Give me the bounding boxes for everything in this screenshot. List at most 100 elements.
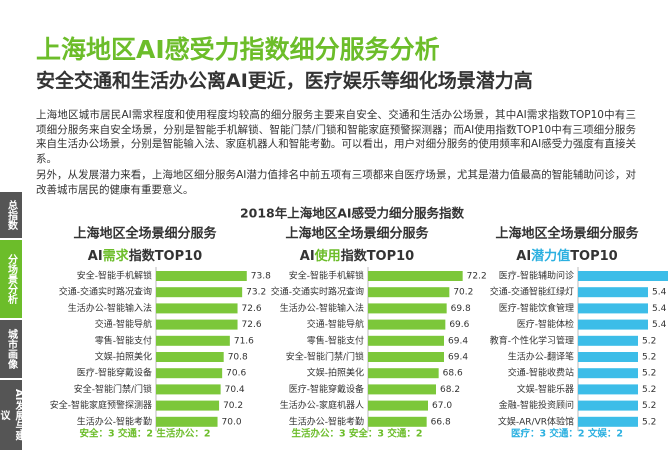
bar [578, 319, 648, 330]
value-label: 72.2 [467, 272, 487, 282]
chart-footer: 生活办公：3 安全：3 交通：2 [292, 428, 423, 440]
category-label: 交通-智能收费站 [508, 367, 574, 379]
value-label: 72.6 [242, 304, 262, 314]
chart-subtitle: AI需求指数TOP10 [88, 248, 202, 264]
category-label: 交通-智能导航 [307, 318, 364, 330]
side-tab[interactable]: AI发展与建议 [0, 380, 24, 450]
bar [578, 352, 638, 362]
bar [156, 303, 238, 314]
bar [368, 352, 444, 362]
value-label: 70.8 [228, 353, 248, 363]
subtitle-part: AI [88, 249, 103, 264]
chart-subtitle: AI使用指数TOP10 [300, 248, 414, 264]
value-label: 69.4 [448, 336, 468, 346]
bar [368, 368, 439, 379]
category-label: 医疗-智能穿戴设备 [289, 383, 364, 395]
subtitle-part: 指数TOP10 [341, 248, 415, 264]
category-label: 交通-交通实时路况查询 [59, 286, 152, 298]
side-tab[interactable]: 总指数 [0, 192, 22, 238]
bar [368, 271, 463, 281]
subtitle-part: 潜力值 [531, 248, 570, 264]
value-label: 70.6 [226, 369, 246, 379]
subtitle-part: 需求 [103, 248, 130, 264]
value-label: 70.4 [225, 385, 245, 395]
page-subtitle: 安全交通和生活办公离AI更近，医疗娱乐等细化场景潜力高 [36, 70, 533, 92]
value-label: 69.4 [448, 353, 468, 363]
bar [578, 335, 638, 346]
side-tab[interactable]: 城市画像 [0, 320, 22, 378]
category-label: 文娱-AR/VR体验馆 [498, 415, 574, 427]
category-label: 安全-智能手机解锁 [289, 270, 364, 282]
chart-title: 上海地区全场景细分服务 [495, 226, 639, 242]
subtitle-part: 指数TOP10 [129, 248, 203, 264]
value-label: 5.2 [642, 369, 656, 379]
bar [578, 416, 638, 427]
chart-footer: 医疗：3 交通：2 文娱：2 [511, 428, 623, 440]
subtitle-part: AI [300, 249, 315, 264]
bar [578, 400, 638, 411]
chart-footer: 安全：3 交通：2 生活办公：2 [80, 428, 211, 440]
bar [368, 287, 450, 298]
category-label: 生活办公-翻译笔 [508, 351, 574, 363]
bar [156, 368, 223, 379]
category-label: 交通-交通智能红绿灯 [490, 286, 574, 298]
bar [156, 352, 224, 362]
value-label: 68.2 [440, 385, 460, 395]
bar [578, 368, 638, 379]
bar [156, 271, 247, 281]
bar [368, 400, 428, 411]
bar [156, 335, 230, 346]
category-label: 零售-智能支付 [95, 334, 152, 346]
bar [156, 287, 243, 298]
bar [156, 400, 220, 411]
bar [368, 384, 436, 395]
value-label: 69.6 [449, 320, 469, 330]
chart-title: 上海地区全场景细分服务 [73, 226, 217, 242]
bar [368, 303, 447, 314]
value-label: 68.6 [443, 369, 463, 379]
side-tab[interactable]: 分场景分析 [0, 240, 22, 318]
value-label: 70.2 [453, 288, 473, 298]
bar [368, 416, 427, 427]
category-label: 交通-交通实时路况查询 [271, 286, 364, 298]
bar [578, 384, 638, 395]
bar [578, 287, 648, 298]
value-label: 5.2 [642, 385, 656, 395]
value-label: 5.4 [652, 320, 667, 330]
category-label: 生活办公-智能输入法 [280, 302, 364, 314]
category-label: 交通-智能导航 [95, 318, 152, 330]
category-label: 生活办公-智能考勤 [289, 415, 364, 427]
page-title: 上海地区AI感受力指数细分服务分析 [36, 35, 440, 64]
category-label: 安全-智能手机解锁 [77, 270, 152, 282]
category-label: 生活办公-智能输入法 [68, 302, 152, 314]
category-label: 医疗-智能辅助问诊 [499, 270, 574, 282]
bar [156, 384, 221, 395]
category-label: 生活办公-家庭机器人 [280, 399, 364, 411]
side-tabs: 总指数 分场景分析 城市画像 AI发展与建议 [0, 192, 24, 452]
category-label: 零售-智能支付 [307, 334, 364, 346]
value-label: 67.0 [432, 401, 452, 411]
category-label: 文娱-拍照美化 [95, 351, 152, 363]
category-label: 医疗-智能体检 [517, 318, 574, 330]
category-label: 教育-个性化学习管理 [490, 334, 574, 346]
category-label: 文娱-拍照美化 [307, 367, 364, 379]
figure-title: 2018年上海地区AI感受力细分服务指数 [240, 206, 465, 221]
category-label: 金融-智能投资顾问 [499, 399, 574, 411]
value-label: 71.6 [234, 336, 254, 346]
bar [368, 335, 444, 346]
value-label: 73.2 [246, 288, 266, 298]
category-label: 医疗-智能饮食管理 [499, 302, 574, 314]
subtitle-part: TOP10 [570, 249, 618, 264]
value-label: 5.2 [642, 353, 656, 363]
category-label: 安全-智能门禁/门锁 [74, 383, 152, 395]
paragraph: 另外，从发展潜力来看，上海地区细分服务AI潜力值排名中前五项有三项都来自医疗场景… [36, 169, 636, 196]
category-label: 文娱-智能乐器 [517, 383, 574, 395]
value-label: 5.4 [652, 288, 667, 298]
value-label: 5.2 [642, 401, 656, 411]
category-label: 安全-智能门禁/门锁 [286, 351, 364, 363]
paragraph: 上海地区城市居民AI需求程度和使用程度均较高的细分服务主要来自安全、交通和生活办… [36, 109, 636, 165]
value-label: 72.6 [242, 320, 262, 330]
category-label: 生活办公-智能考勤 [77, 415, 152, 427]
value-label: 66.8 [431, 417, 451, 427]
